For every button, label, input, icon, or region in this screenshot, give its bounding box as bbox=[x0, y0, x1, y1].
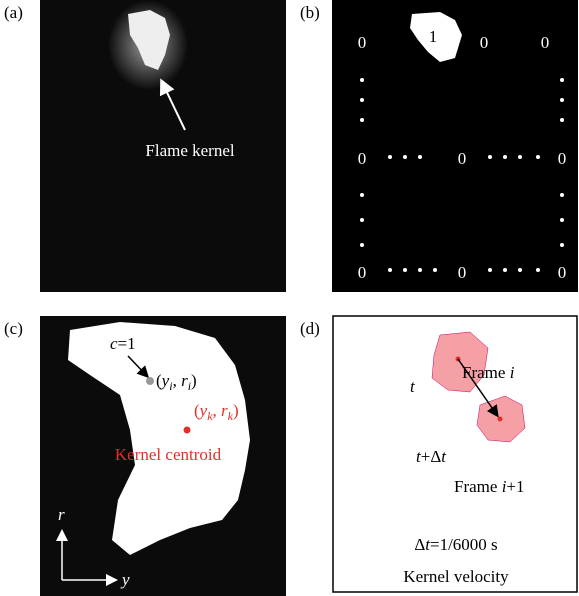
figure: (a) Flame kernel (b) 0 1 0 0 0 0 0 0 0 0… bbox=[0, 0, 579, 596]
text-part: +Δ bbox=[421, 447, 442, 466]
frame-label: Frame i bbox=[462, 363, 515, 382]
time-label: t+Δt bbox=[416, 447, 447, 466]
panel-label: (d) bbox=[300, 319, 320, 338]
text-part: =1 bbox=[118, 334, 136, 353]
interval: Δt=1/6000 s bbox=[414, 535, 497, 554]
cell: 0 bbox=[358, 149, 367, 168]
text-part: y bbox=[160, 371, 170, 390]
text-part: Δ bbox=[414, 535, 425, 554]
text-part: i bbox=[510, 363, 515, 382]
cell: 0 bbox=[458, 263, 467, 282]
text-part: , bbox=[173, 371, 182, 390]
centroid-label: Kernel centroid bbox=[115, 445, 222, 464]
text-part: Frame bbox=[454, 477, 502, 496]
cell: 0 bbox=[558, 263, 567, 282]
panel-label: (c) bbox=[4, 319, 23, 338]
panel-label: (a) bbox=[4, 3, 23, 22]
text-part: =1/6000 s bbox=[430, 535, 498, 554]
centroid-point bbox=[184, 427, 191, 434]
cell: 1 bbox=[429, 27, 438, 46]
panel-label: (b) bbox=[300, 3, 320, 22]
text-part: +1 bbox=[506, 477, 524, 496]
cell: 0 bbox=[558, 149, 567, 168]
axis-label: r bbox=[58, 505, 65, 524]
text-part: ) bbox=[233, 401, 239, 420]
cell-label: c=1 bbox=[110, 334, 136, 353]
cell: 0 bbox=[458, 149, 467, 168]
cell: 0 bbox=[358, 33, 367, 52]
centroid bbox=[498, 417, 503, 422]
cell: 0 bbox=[480, 33, 489, 52]
axis-label: y bbox=[120, 570, 130, 589]
text-part: y bbox=[198, 401, 208, 420]
annotation: Flame kernel bbox=[145, 141, 234, 160]
cell-coord: (yi, ri) bbox=[156, 371, 197, 393]
cell: 0 bbox=[358, 263, 367, 282]
text-part: Frame bbox=[462, 363, 510, 382]
cell: 0 bbox=[541, 33, 550, 52]
caption: Kernel velocity bbox=[403, 567, 509, 586]
frame-label: Frame i+1 bbox=[454, 477, 525, 496]
text-part: ) bbox=[191, 371, 197, 390]
text-part: , bbox=[213, 401, 222, 420]
cell-point bbox=[146, 377, 154, 385]
